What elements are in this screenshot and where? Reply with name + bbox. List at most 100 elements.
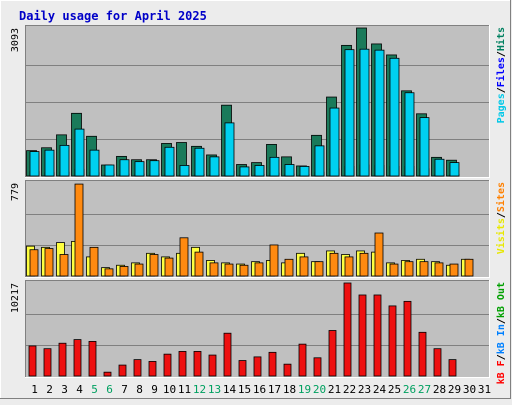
bar (418, 331, 427, 377)
x-tick-label: 12 (193, 383, 206, 396)
bar (433, 348, 442, 377)
x-tick-label: 15 (238, 383, 251, 396)
x-tick-label: 23 (358, 383, 371, 396)
bar (449, 263, 459, 277)
bar (163, 353, 172, 377)
bar (374, 232, 384, 277)
bar (103, 371, 112, 377)
panel-visits-sites: 779 Visits/Sites (10, 180, 507, 278)
x-tick-label: 7 (121, 383, 128, 396)
bar (74, 183, 84, 277)
bar (194, 147, 205, 177)
bar (89, 246, 99, 277)
legend-separator: / (496, 318, 507, 324)
bar (59, 254, 69, 277)
y-max-label: 10217 (10, 283, 21, 313)
bar (178, 351, 187, 377)
x-tick-label: 11 (178, 383, 191, 396)
bar (343, 282, 352, 377)
bar (104, 268, 114, 277)
bar (269, 156, 280, 177)
bar (179, 237, 189, 277)
series-kb-f (28, 282, 457, 377)
x-tick-label: 4 (76, 383, 83, 396)
y-max-label: 779 (10, 183, 21, 201)
bar (434, 262, 444, 277)
x-tick-label: 9 (151, 383, 158, 396)
x-tick-label: 25 (388, 383, 401, 396)
bar (44, 149, 55, 177)
x-tick-label: 28 (433, 383, 446, 396)
x-tick-label: 16 (253, 383, 266, 396)
x-tick-label: 19 (298, 383, 311, 396)
bar (269, 244, 279, 277)
bar (253, 356, 262, 377)
chart-title: Daily usage for April 2025 (19, 9, 207, 23)
bar (239, 264, 249, 277)
legend-separator: / (496, 51, 507, 57)
bar (254, 262, 264, 277)
legend-entry: Visits (495, 218, 507, 254)
bar (359, 252, 369, 277)
bar (358, 294, 367, 377)
bar (43, 348, 52, 377)
legend-separator: / (496, 87, 507, 93)
x-tick-label: 18 (283, 383, 296, 396)
bar (118, 364, 127, 377)
x-tick-label: 17 (268, 383, 281, 396)
bar (209, 262, 219, 277)
bar (208, 354, 217, 377)
bar (314, 261, 324, 277)
bar (44, 248, 54, 277)
legend: kB F/kB In/kB Out (496, 282, 507, 384)
x-tick-label: 24 (373, 383, 387, 396)
bar (239, 166, 250, 177)
bar (389, 57, 400, 177)
legend: Visits/Sites (495, 182, 507, 254)
bar (299, 166, 310, 177)
bar (314, 145, 325, 177)
x-tick-label: 31 (478, 383, 491, 396)
bar (374, 49, 385, 177)
bar (344, 49, 355, 177)
bar (404, 92, 415, 177)
bar (268, 351, 277, 377)
bar (419, 261, 429, 277)
x-tick-label: 8 (136, 383, 143, 396)
x-tick-label: 10 (163, 383, 176, 396)
bar (89, 149, 100, 177)
x-tick-label: 5 (91, 383, 98, 396)
bar (29, 151, 40, 177)
legend-separator: / (496, 212, 507, 218)
bar (134, 161, 145, 177)
bar (223, 332, 232, 377)
bar (388, 305, 397, 377)
legend-entry: kB F (496, 360, 507, 384)
bar (119, 266, 129, 277)
bar (88, 341, 97, 377)
x-tick-label: 30 (463, 383, 476, 396)
legend-entry: Sites (495, 182, 507, 212)
bar (73, 339, 82, 377)
bar (74, 128, 85, 177)
bar (209, 156, 220, 177)
bar (403, 300, 412, 377)
bar (344, 256, 354, 277)
x-tick-label: 6 (106, 383, 113, 396)
bar (299, 256, 309, 277)
bar (134, 263, 144, 277)
x-tick-label: 1 (31, 383, 38, 396)
series-pages (29, 48, 460, 177)
bar (373, 294, 382, 377)
bar (133, 359, 142, 377)
x-tick-label: 20 (313, 383, 326, 396)
bar (59, 144, 70, 177)
x-tick-label: 21 (328, 383, 341, 396)
bar (164, 146, 175, 177)
bar (284, 258, 294, 277)
x-tick-label: 27 (418, 383, 431, 396)
